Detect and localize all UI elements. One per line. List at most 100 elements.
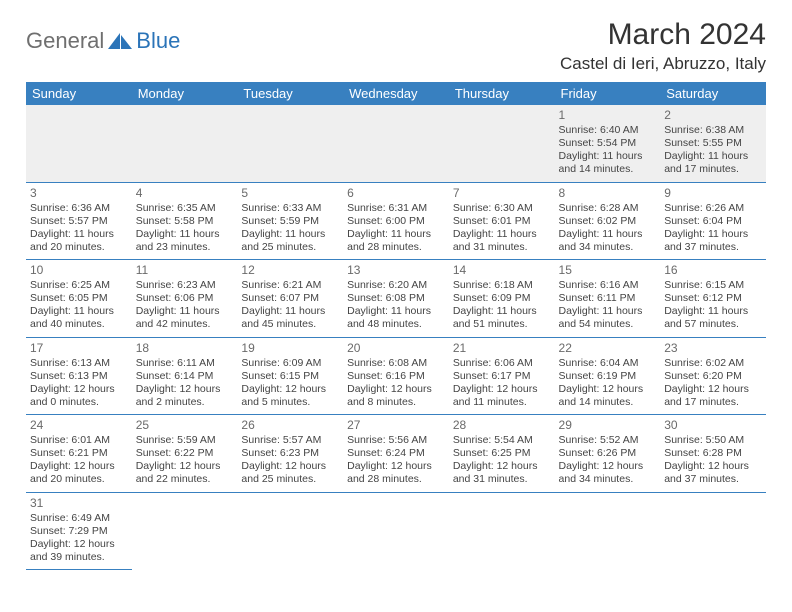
day-number: 14 [453,263,551,278]
daylight-text: and 23 minutes. [136,241,234,254]
sunset-text: Sunset: 6:15 PM [241,370,339,383]
calendar-day: 23Sunrise: 6:02 AMSunset: 6:20 PMDayligh… [660,337,766,415]
daylight-text: and 37 minutes. [664,473,762,486]
daylight-text: and 48 minutes. [347,318,445,331]
day-number: 31 [30,496,128,511]
day-number: 26 [241,418,339,433]
sunrise-text: Sunrise: 6:11 AM [136,357,234,370]
daylight-text: and 45 minutes. [241,318,339,331]
sunset-text: Sunset: 6:14 PM [136,370,234,383]
daylight-text: Daylight: 12 hours [664,460,762,473]
daylight-text: Daylight: 12 hours [559,383,657,396]
daylight-text: and 25 minutes. [241,473,339,486]
daylight-text: and 57 minutes. [664,318,762,331]
daylight-text: Daylight: 12 hours [347,383,445,396]
calendar-day: 28Sunrise: 5:54 AMSunset: 6:25 PMDayligh… [449,415,555,493]
day-number: 4 [136,186,234,201]
calendar-day: 22Sunrise: 6:04 AMSunset: 6:19 PMDayligh… [555,337,661,415]
calendar-empty [660,492,766,570]
daylight-text: Daylight: 12 hours [241,460,339,473]
daylight-text: and 17 minutes. [664,396,762,409]
daylight-text: and 28 minutes. [347,241,445,254]
brand-logo: General Blue [26,18,180,54]
calendar-empty [26,105,132,182]
calendar-day: 12Sunrise: 6:21 AMSunset: 6:07 PMDayligh… [237,260,343,338]
sunrise-text: Sunrise: 6:49 AM [30,512,128,525]
sunset-text: Sunset: 6:09 PM [453,292,551,305]
calendar-day: 17Sunrise: 6:13 AMSunset: 6:13 PMDayligh… [26,337,132,415]
sunrise-text: Sunrise: 6:23 AM [136,279,234,292]
daylight-text: and 17 minutes. [664,163,762,176]
sunrise-text: Sunrise: 5:50 AM [664,434,762,447]
daylight-text: and 34 minutes. [559,473,657,486]
sunrise-text: Sunrise: 6:01 AM [30,434,128,447]
day-number: 24 [30,418,128,433]
calendar-day: 5Sunrise: 6:33 AMSunset: 5:59 PMDaylight… [237,182,343,260]
daylight-text: Daylight: 11 hours [453,305,551,318]
calendar-week: 31Sunrise: 6:49 AMSunset: 7:29 PMDayligh… [26,492,766,570]
day-number: 7 [453,186,551,201]
weekday-header: Sunday [26,82,132,105]
calendar-day: 14Sunrise: 6:18 AMSunset: 6:09 PMDayligh… [449,260,555,338]
sunrise-text: Sunrise: 6:38 AM [664,124,762,137]
daylight-text: Daylight: 12 hours [30,460,128,473]
calendar-week: 24Sunrise: 6:01 AMSunset: 6:21 PMDayligh… [26,415,766,493]
sunrise-text: Sunrise: 6:09 AM [241,357,339,370]
sunset-text: Sunset: 6:21 PM [30,447,128,460]
weekday-header: Wednesday [343,82,449,105]
day-number: 28 [453,418,551,433]
daylight-text: and 20 minutes. [30,473,128,486]
calendar-day: 15Sunrise: 6:16 AMSunset: 6:11 PMDayligh… [555,260,661,338]
daylight-text: Daylight: 12 hours [559,460,657,473]
calendar-week: 1Sunrise: 6:40 AMSunset: 5:54 PMDaylight… [26,105,766,182]
calendar-week: 17Sunrise: 6:13 AMSunset: 6:13 PMDayligh… [26,337,766,415]
calendar-day: 3Sunrise: 6:36 AMSunset: 5:57 PMDaylight… [26,182,132,260]
sunrise-text: Sunrise: 6:30 AM [453,202,551,215]
calendar-empty [343,105,449,182]
daylight-text: Daylight: 12 hours [30,383,128,396]
weekday-header: Friday [555,82,661,105]
calendar-day: 13Sunrise: 6:20 AMSunset: 6:08 PMDayligh… [343,260,449,338]
day-number: 5 [241,186,339,201]
calendar-day: 31Sunrise: 6:49 AMSunset: 7:29 PMDayligh… [26,492,132,570]
daylight-text: Daylight: 11 hours [30,228,128,241]
calendar-empty [555,492,661,570]
calendar-day: 25Sunrise: 5:59 AMSunset: 6:22 PMDayligh… [132,415,238,493]
calendar-empty [237,492,343,570]
day-number: 10 [30,263,128,278]
day-number: 8 [559,186,657,201]
calendar-head: SundayMondayTuesdayWednesdayThursdayFrid… [26,82,766,105]
day-number: 15 [559,263,657,278]
sunset-text: Sunset: 6:19 PM [559,370,657,383]
sunrise-text: Sunrise: 6:08 AM [347,357,445,370]
daylight-text: and 25 minutes. [241,241,339,254]
month-year: March 2024 [560,18,766,52]
brand-blue: Blue [136,28,180,54]
daylight-text: Daylight: 12 hours [453,383,551,396]
daylight-text: and 31 minutes. [453,241,551,254]
sunset-text: Sunset: 5:58 PM [136,215,234,228]
sunset-text: Sunset: 6:11 PM [559,292,657,305]
sunrise-text: Sunrise: 5:57 AM [241,434,339,447]
sunrise-text: Sunrise: 6:36 AM [30,202,128,215]
day-number: 3 [30,186,128,201]
daylight-text: and 8 minutes. [347,396,445,409]
daylight-text: Daylight: 11 hours [664,228,762,241]
sunrise-text: Sunrise: 6:35 AM [136,202,234,215]
daylight-text: Daylight: 12 hours [664,383,762,396]
sunrise-text: Sunrise: 6:20 AM [347,279,445,292]
sunrise-text: Sunrise: 6:33 AM [241,202,339,215]
daylight-text: and 22 minutes. [136,473,234,486]
calendar-empty [449,105,555,182]
calendar-day: 2Sunrise: 6:38 AMSunset: 5:55 PMDaylight… [660,105,766,182]
sunset-text: Sunset: 6:25 PM [453,447,551,460]
daylight-text: Daylight: 12 hours [30,538,128,551]
sunset-text: Sunset: 6:26 PM [559,447,657,460]
daylight-text: and 39 minutes. [30,551,128,564]
sunrise-text: Sunrise: 6:02 AM [664,357,762,370]
day-number: 27 [347,418,445,433]
daylight-text: Daylight: 11 hours [559,150,657,163]
sunrise-text: Sunrise: 6:06 AM [453,357,551,370]
sunrise-text: Sunrise: 5:54 AM [453,434,551,447]
sunrise-text: Sunrise: 6:15 AM [664,279,762,292]
